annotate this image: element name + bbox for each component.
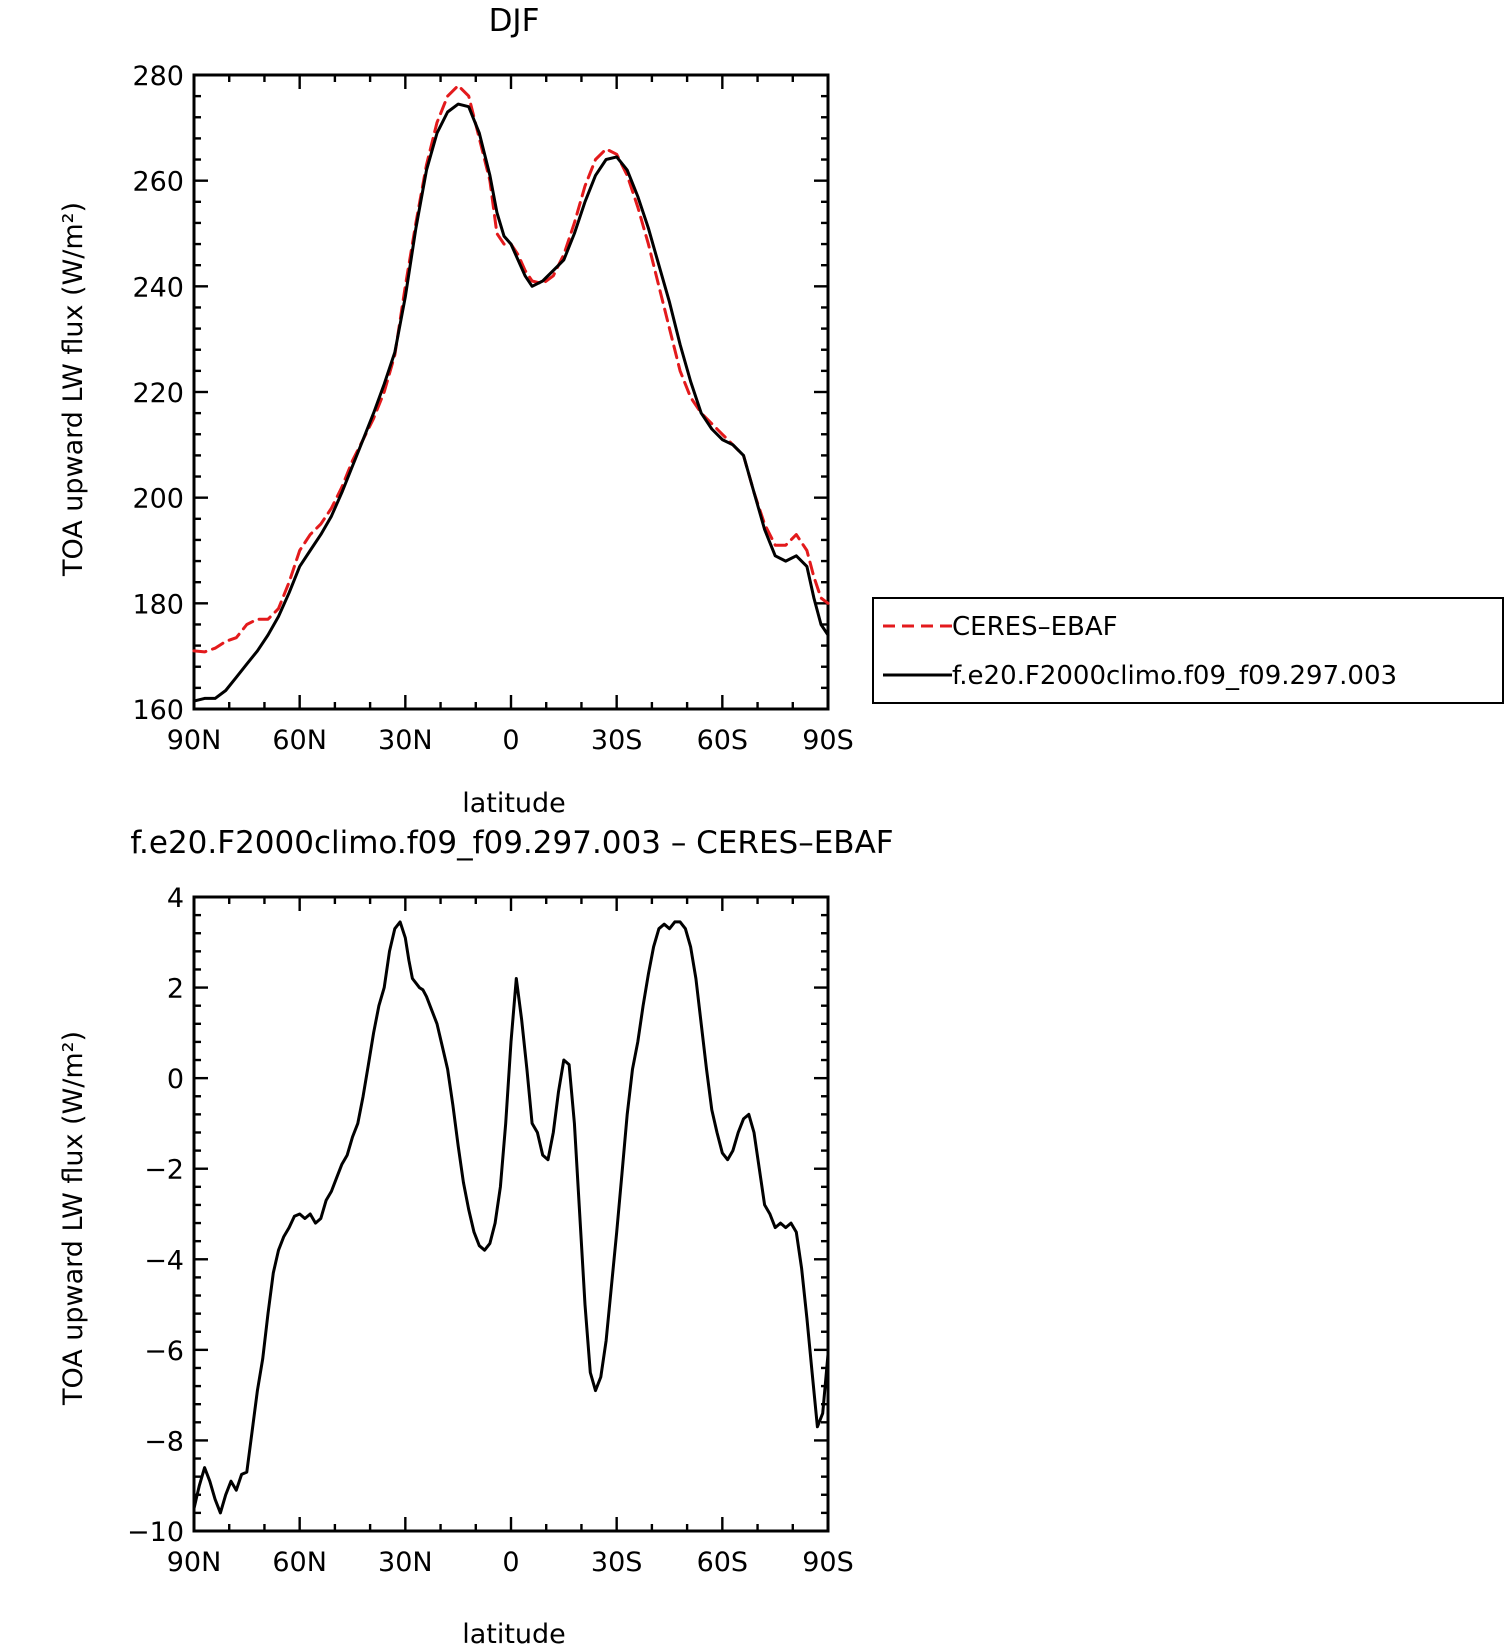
legend-box <box>872 597 1504 704</box>
top-chart-xlabel: latitude <box>462 788 566 819</box>
top-y-tick-label: 200 <box>132 484 184 515</box>
top-series-line-1 <box>192 102 830 703</box>
top-x-tick-label: 30S <box>591 725 643 756</box>
top-chart-marks: 90N 60N 30N 0 30S 60S 90S 160 180 200 220 240 260 280 <box>132 61 853 756</box>
bottom-chart-ylabel: TOA upward LW flux (W/m²) <box>58 1031 89 1406</box>
top-chart-title: DJF <box>489 3 540 39</box>
top-x-tick-label: 30N <box>378 725 433 756</box>
top-x-tick-label: 90N <box>167 725 222 756</box>
bottom-chart-xlabel: latitude <box>462 1619 566 1649</box>
bottom-chart-marks: 90N 60N 30N 0 30S 60S 90S −10 −8 −6 −4 −2 0 2 4 <box>127 883 854 1578</box>
bottom-y-tick-label: 4 <box>167 883 184 914</box>
bottom-x-tick-label: 60S <box>697 1547 749 1578</box>
top-y-tick-label: 260 <box>132 167 184 198</box>
top-line-chart: DJF 90N 60N 30N 0 30S 60S 90S 160 180 200 220 240 26… <box>58 3 854 819</box>
top-x-tick-label: 60S <box>697 725 749 756</box>
bottom-x-tick-label: 90S <box>802 1547 854 1578</box>
top-x-tick-label: 0 <box>502 725 519 756</box>
bottom-difference-chart: f.e20.F2000climo.f09_f09.297.003 – CERES… <box>58 825 894 1649</box>
bottom-y-tick-label: 0 <box>167 1064 184 1095</box>
bottom-series-line-0 <box>192 920 830 1515</box>
top-x-tick-label: 60N <box>272 725 327 756</box>
top-chart-ylabel: TOA upward LW flux (W/m²) <box>58 202 89 577</box>
legend: CERES–EBAF f.e20.F2000climo.f09_f09.297.… <box>872 597 1504 704</box>
top-y-tick-label: 280 <box>132 61 184 92</box>
bottom-y-tick-label: −6 <box>144 1336 184 1367</box>
bottom-chart-title: f.e20.F2000climo.f09_f09.297.003 – CERES… <box>130 825 893 861</box>
legend-label-model: f.e20.F2000climo.f09_f09.297.003 <box>952 661 1397 691</box>
top-y-tick-label: 160 <box>132 695 184 726</box>
bottom-y-tick-label: 2 <box>167 974 184 1005</box>
top-series-line-0 <box>192 84 830 654</box>
top-plot-frame <box>192 73 830 711</box>
bottom-x-tick-label: 30N <box>378 1547 433 1578</box>
bottom-plot-frame <box>192 895 830 1533</box>
top-x-tick-label: 90S <box>802 725 854 756</box>
bottom-y-tick-label: −4 <box>144 1245 184 1276</box>
legend-label-ceres: CERES–EBAF <box>952 612 1118 642</box>
bottom-x-tick-label: 60N <box>272 1547 327 1578</box>
top-y-tick-label: 240 <box>132 272 184 303</box>
bottom-x-tick-label: 90N <box>167 1547 222 1578</box>
bottom-y-tick-label: −8 <box>144 1426 184 1457</box>
bottom-y-tick-label: −2 <box>144 1155 184 1186</box>
top-y-tick-label: 220 <box>132 378 184 409</box>
bottom-x-tick-label: 0 <box>502 1547 519 1578</box>
top-y-tick-label: 180 <box>132 589 184 620</box>
bottom-y-tick-label: −10 <box>127 1517 184 1548</box>
bottom-x-tick-label: 30S <box>591 1547 643 1578</box>
